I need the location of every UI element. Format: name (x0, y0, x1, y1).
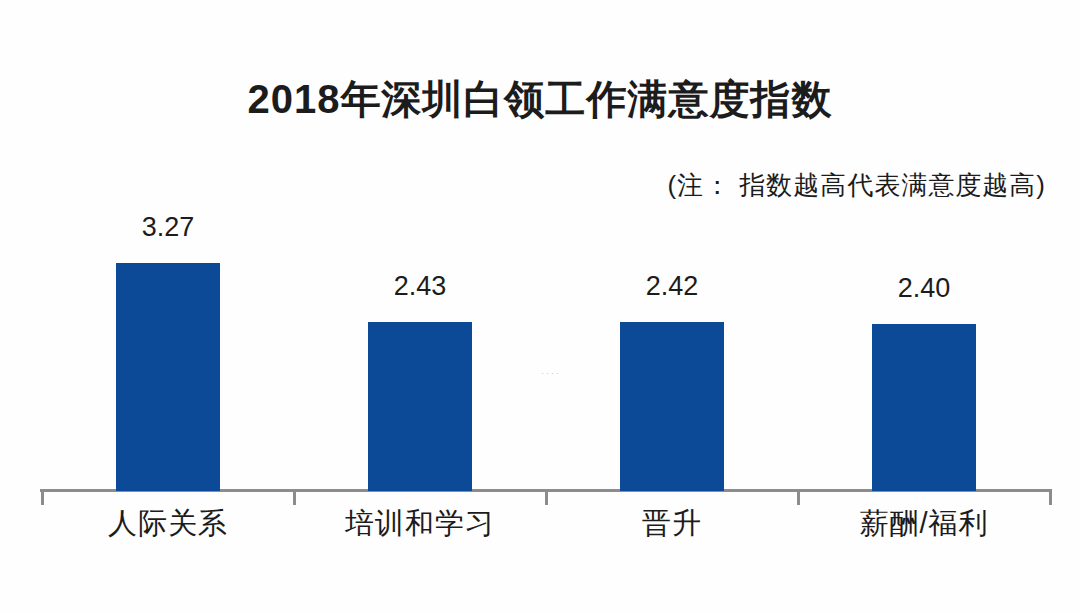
axis-tick (797, 489, 800, 505)
category-label: 晋升 (642, 504, 702, 544)
bar (368, 322, 472, 491)
bar-value-label: 2.42 (646, 273, 699, 300)
axis-tick (545, 489, 548, 505)
chart-canvas: 2018年深圳白领工作满意度指数 (注： 指数越高代表满意度越高) ···· 3… (0, 0, 1080, 613)
axis-tick (293, 489, 296, 505)
bar (872, 324, 976, 491)
bar-value-label: 3.27 (142, 214, 195, 241)
bar-value-label: 2.43 (394, 273, 447, 300)
category-label: 人际关系 (108, 504, 228, 544)
axis-tick (41, 489, 44, 505)
bar-value-label: 2.40 (898, 275, 951, 302)
bar (620, 322, 724, 491)
axis-tick (1049, 489, 1052, 505)
bar (116, 263, 220, 491)
plot-area: 3.27 人际关系 2.43 培训和学习 2.42 晋升 2.40 薪酬/福利 (0, 0, 1080, 613)
category-label: 培训和学习 (345, 504, 495, 544)
category-label: 薪酬/福利 (859, 504, 988, 544)
